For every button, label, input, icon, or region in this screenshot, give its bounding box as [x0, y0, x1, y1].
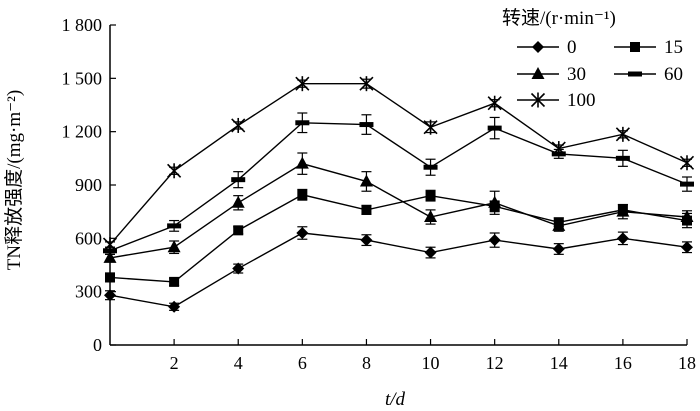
- data-point: [295, 120, 310, 126]
- legend-marker: [532, 41, 544, 53]
- data-point: [103, 250, 117, 263]
- x-tick-label: 16: [614, 353, 632, 373]
- legend-label: 30: [567, 64, 586, 85]
- data-point: [231, 177, 246, 183]
- legend-title: 转速/(r·min⁻¹): [502, 7, 616, 29]
- data-point: [425, 190, 436, 201]
- data-point: [359, 122, 374, 128]
- data-point: [552, 218, 566, 231]
- series-30: [103, 152, 694, 263]
- data-point: [297, 189, 308, 200]
- data-point: [232, 262, 245, 275]
- x-tick-label: 4: [234, 353, 243, 373]
- y-tick-label: 300: [75, 282, 102, 302]
- axes: [109, 25, 687, 346]
- data-point: [233, 225, 244, 236]
- data-point: [295, 76, 310, 92]
- data-point: [102, 237, 118, 253]
- data-point: [424, 210, 438, 222]
- legend-item-100: 100: [517, 90, 596, 111]
- y-tick-label: 0: [93, 335, 102, 355]
- data-point: [167, 163, 182, 179]
- data-point: [423, 119, 438, 135]
- legend-marker: [630, 42, 640, 52]
- data-point: [424, 246, 437, 259]
- x-tick-label: 6: [298, 353, 307, 373]
- data-point: [681, 241, 693, 254]
- x-tick-label: 10: [422, 353, 440, 373]
- y-tick-label: 1 500: [62, 68, 103, 88]
- y-tick-label: 1 200: [62, 122, 103, 142]
- series-15: [105, 188, 692, 287]
- legend-marker: [531, 67, 545, 79]
- x-tick-label: 12: [486, 353, 504, 373]
- data-point: [616, 204, 630, 217]
- legend-item-60: 60: [614, 64, 683, 85]
- data-point: [488, 195, 502, 208]
- series-60: [103, 112, 694, 255]
- series-line: [109, 194, 688, 283]
- series-line: [109, 82, 688, 246]
- data-point: [487, 125, 502, 131]
- data-point: [551, 141, 566, 157]
- x-tick-label: 18: [678, 353, 696, 373]
- data-point: [231, 117, 246, 133]
- series-group: [102, 76, 695, 313]
- legend-label: 15: [664, 37, 683, 58]
- data-point: [423, 164, 438, 170]
- data-point: [296, 227, 309, 239]
- data-point: [488, 234, 501, 247]
- data-point: [359, 174, 373, 187]
- legend-label: 100: [567, 90, 596, 111]
- series-line: [109, 122, 688, 252]
- legend-label: 0: [567, 37, 577, 58]
- data-point: [168, 300, 181, 313]
- data-point: [231, 195, 245, 208]
- y-tick-label: 600: [75, 228, 102, 248]
- data-point: [680, 210, 694, 222]
- legend-label: 60: [664, 64, 683, 85]
- legend-item-30: 30: [517, 64, 586, 85]
- data-point: [295, 156, 309, 169]
- x-axis-label: t/d: [385, 389, 406, 410]
- data-point: [487, 95, 502, 111]
- y-tick-label: 900: [75, 175, 102, 195]
- legend-item-0: 0: [517, 37, 577, 58]
- data-point: [359, 76, 374, 92]
- x-tick-label: 8: [362, 353, 371, 373]
- legend: 转速/(r·min⁻¹) 0 15 30 60 100: [502, 7, 683, 111]
- data-point: [680, 181, 694, 187]
- data-point: [615, 126, 630, 142]
- data-point: [616, 232, 629, 245]
- series-0: [104, 226, 693, 313]
- data-point: [105, 272, 115, 283]
- series-line: [109, 232, 688, 308]
- y-axis-label: TN释放强度/(mg·m⁻²): [3, 90, 25, 270]
- series-line: [109, 162, 688, 259]
- legend-marker: [628, 71, 642, 77]
- data-point: [167, 223, 182, 229]
- x-tick-label: 14: [550, 353, 568, 373]
- x-tick-label: 2: [170, 353, 179, 373]
- series-100: [102, 76, 695, 253]
- data-point: [615, 155, 630, 161]
- data-point: [679, 155, 695, 171]
- legend-item-15: 15: [614, 37, 683, 58]
- data-point: [552, 243, 565, 255]
- legend-marker: [530, 92, 546, 108]
- y-tick-label: 1 800: [62, 15, 103, 35]
- data-point: [104, 289, 116, 302]
- data-point: [361, 204, 372, 215]
- data-point: [169, 276, 180, 287]
- data-point: [167, 240, 181, 253]
- data-point: [360, 234, 373, 247]
